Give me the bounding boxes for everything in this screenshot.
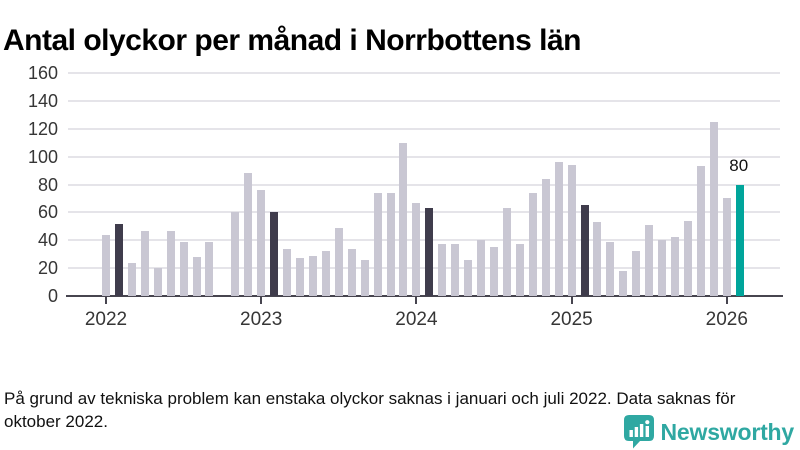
gridline <box>68 99 780 102</box>
bar-2026-02 <box>735 184 744 296</box>
bar-2025-11 <box>696 166 705 296</box>
bar-2023-07 <box>334 227 343 296</box>
bar-2025-07 <box>645 224 654 296</box>
gridline <box>68 155 780 158</box>
x-axis-tick-mark <box>570 297 573 304</box>
x-axis-line <box>66 295 783 297</box>
bar-2025-10 <box>683 220 692 296</box>
y-axis-tick-label: 80 <box>37 174 58 195</box>
bar-2022-02 <box>114 223 123 296</box>
x-axis-tick-mark <box>415 297 418 304</box>
bar-2023-01 <box>257 190 266 296</box>
bar-2024-09 <box>515 244 524 296</box>
bar-2026-01 <box>722 198 731 296</box>
bar-2025-02 <box>580 205 589 296</box>
bar-2024-12 <box>554 162 563 296</box>
gridline <box>68 211 780 214</box>
bar-2025-06 <box>632 251 641 296</box>
bar-2024-06 <box>477 240 486 296</box>
bar-2022-06 <box>166 230 175 296</box>
x-axis-year-label: 2023 <box>240 309 283 330</box>
bar-2022-01 <box>102 234 110 296</box>
bar-2022-11 <box>231 212 240 296</box>
bar-2024-04 <box>451 244 460 296</box>
newsworthy-logo-text: Newsworthy <box>660 418 795 445</box>
page-title: Antal olyckor per månad i Norrbottens lä… <box>3 24 581 58</box>
gridline <box>68 183 780 186</box>
bar-2023-05 <box>308 255 317 296</box>
y-axis-tick-label: 20 <box>37 258 58 279</box>
bar-2023-11 <box>386 192 395 296</box>
x-axis-tick-mark <box>105 297 107 304</box>
bar-2022-05 <box>153 268 162 296</box>
y-axis-tick-label: 120 <box>27 118 58 139</box>
bar-2024-01 <box>412 202 421 296</box>
bar-2022-09 <box>205 241 214 296</box>
bar-2025-08 <box>658 240 667 296</box>
y-axis-tick-label: 160 <box>27 63 58 83</box>
y-axis-tick-label: 60 <box>37 202 58 223</box>
bar-2023-03 <box>283 248 292 296</box>
bar-2023-08 <box>347 248 356 296</box>
bar-2023-09 <box>360 259 369 296</box>
bar-2024-10 <box>528 192 537 296</box>
x-axis-tick-mark <box>725 297 728 304</box>
bar-2025-01 <box>567 165 576 296</box>
y-axis-tick-label: 100 <box>27 146 58 167</box>
bar-2022-07 <box>179 241 188 296</box>
bar-2025-12 <box>709 121 718 296</box>
footnote: På grund av tekniska problem kan enstaka… <box>4 389 736 431</box>
current-bar-value-label: 80 <box>729 156 749 175</box>
gridline <box>68 72 780 74</box>
newsworthy-logo: Newsworthy <box>623 414 795 450</box>
bar-2025-09 <box>671 237 680 296</box>
y-axis-tick-label: 0 <box>47 286 58 306</box>
x-axis-tick-mark <box>260 297 263 304</box>
x-axis-year-label: 2026 <box>705 309 748 330</box>
bar-2022-04 <box>140 230 149 296</box>
bar-2023-10 <box>373 192 382 296</box>
gridline <box>68 267 780 270</box>
bar-2024-05 <box>464 259 473 296</box>
gridline <box>68 239 780 242</box>
bar-2024-08 <box>502 208 511 296</box>
bar-2025-05 <box>619 270 628 296</box>
bar-2023-06 <box>321 251 330 296</box>
x-axis-year-label: 2022 <box>84 309 128 330</box>
bar-2022-12 <box>244 173 253 296</box>
bar-2022-03 <box>127 262 136 296</box>
y-axis-tick-label: 140 <box>27 90 58 111</box>
bar-2024-07 <box>489 247 498 296</box>
x-axis-year-label: 2025 <box>550 309 593 330</box>
newsworthy-bubble-barchart-icon <box>623 415 654 449</box>
bar-2024-02 <box>425 208 434 296</box>
bar-2024-11 <box>541 178 550 296</box>
y-axis-tick-label: 40 <box>37 230 58 251</box>
bar-2023-04 <box>295 258 304 296</box>
bar-2022-08 <box>192 256 201 296</box>
bar-2023-02 <box>270 212 279 296</box>
bar-2023-12 <box>399 142 408 296</box>
bar-2025-04 <box>606 241 615 296</box>
x-axis-year-label: 2024 <box>395 309 438 330</box>
bar-2025-03 <box>593 222 602 296</box>
bar-2024-03 <box>438 244 447 296</box>
gridline <box>68 127 780 130</box>
